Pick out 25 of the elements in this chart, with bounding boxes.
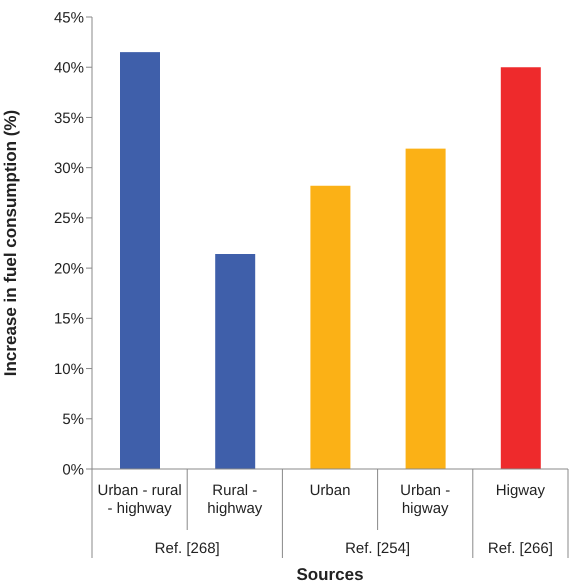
y-tick-label: 30%	[54, 160, 84, 177]
text: Ref. [268]	[154, 540, 220, 557]
x-tick-label: Urban - higway	[400, 482, 450, 517]
bar	[500, 67, 541, 469]
bar	[310, 186, 350, 469]
text: Ref. [266]	[488, 540, 553, 557]
y-tick-label: 40%	[54, 60, 84, 77]
x-axis-title: Sources	[296, 565, 364, 584]
bar	[406, 148, 446, 469]
y-tick-label: 35%	[54, 110, 84, 127]
x-tick-label: Urban - rural - highway	[98, 482, 182, 517]
x-tick-label: Higway	[496, 482, 546, 499]
y-tick-label: 15%	[54, 310, 84, 328]
x-tick-label: Urban	[310, 482, 350, 499]
text: Ref. [254]	[345, 540, 410, 557]
x-tick-label: Rural - highway	[207, 482, 263, 517]
y-tick-label: 25%	[54, 210, 84, 228]
y-tick-label: 5%	[62, 411, 84, 428]
bar	[120, 52, 160, 469]
y-axis-title: Increase in fuel consumption (%)	[1, 110, 20, 376]
y-tick-label: 45%	[54, 9, 84, 26]
bar	[215, 254, 256, 469]
y-tick-label: 20%	[54, 260, 84, 278]
y-tick-label: 10%	[54, 360, 84, 378]
y-tick-label: 0%	[62, 461, 84, 478]
